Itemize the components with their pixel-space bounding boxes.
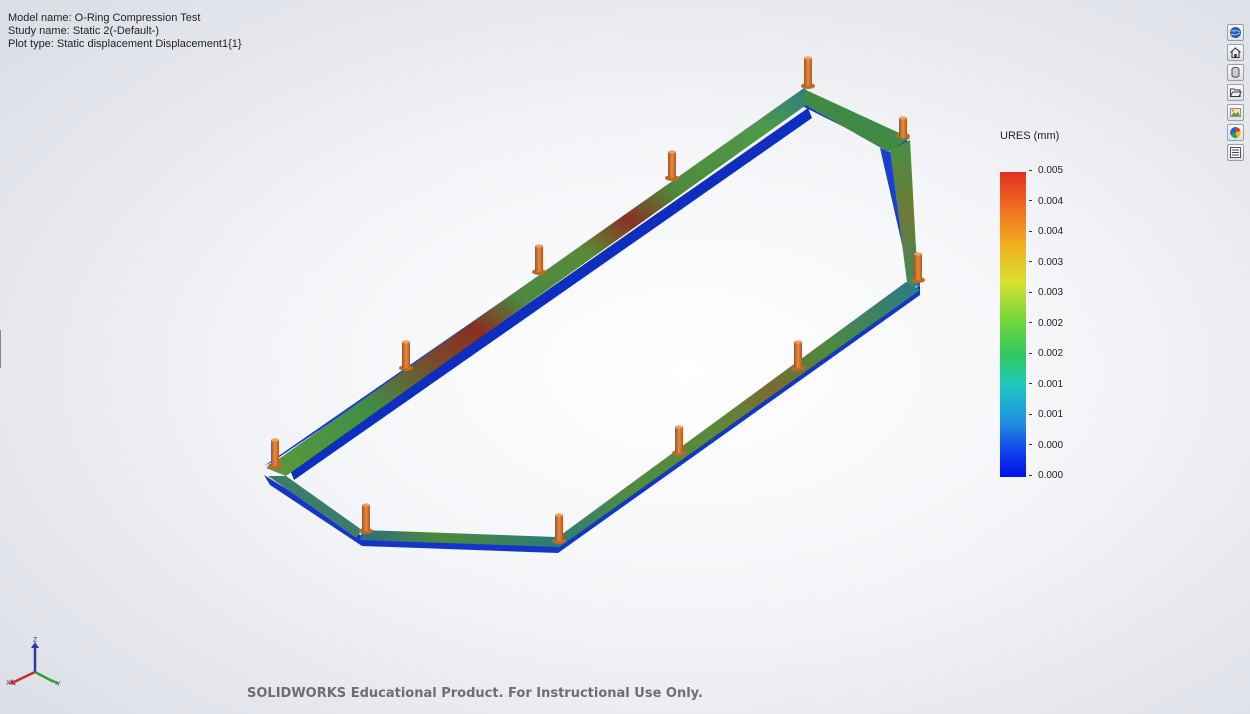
pin — [896, 116, 910, 139]
pin — [359, 503, 373, 534]
educational-watermark: SOLIDWORKS Educational Product. For Inst… — [247, 686, 703, 701]
legend-label: 0.003 — [1029, 287, 1063, 298]
fastener-pins — [268, 56, 925, 544]
legend-label: 0.004 — [1029, 226, 1063, 237]
legend-label: 0.001 — [1029, 409, 1063, 420]
task-pane-toolbar — [1227, 24, 1245, 161]
x-axis-label: X — [6, 680, 11, 687]
legend-label: 0.000 — [1029, 470, 1063, 481]
custom-properties-button[interactable] — [1227, 144, 1244, 161]
legend-title: URES (mm) — [1000, 130, 1060, 142]
file-explorer-button[interactable] — [1227, 84, 1244, 101]
study-name-text: Study name: Static 2(-Default-) — [8, 25, 160, 37]
plot-type-text: Plot type: Static displacement Displacem… — [8, 38, 242, 50]
color-wheel-icon — [1230, 127, 1241, 138]
legend-label: 0.001 — [1029, 379, 1063, 390]
pin — [399, 340, 413, 371]
pin — [672, 425, 686, 456]
pin — [552, 513, 566, 544]
open-folder-icon — [1229, 88, 1242, 97]
pin — [268, 438, 282, 469]
y-axis-line — [34, 670, 55, 684]
legend-label: 0.004 — [1029, 196, 1063, 207]
legend-label: 0.005 — [1029, 165, 1063, 176]
appearances-button[interactable] — [1227, 124, 1244, 141]
view-palette-button[interactable] — [1227, 104, 1244, 121]
resources-button[interactable] — [1227, 24, 1244, 41]
y-axis-label: Y — [56, 681, 61, 688]
legend-labels: 0.005 0.004 0.004 0.003 0.003 0.002 0.00… — [1029, 165, 1089, 485]
pin — [911, 252, 925, 283]
image-icon — [1230, 108, 1241, 117]
list-icon — [1230, 147, 1241, 158]
home-icon — [1230, 47, 1241, 59]
cylinder-icon — [1231, 67, 1240, 78]
pin — [532, 244, 546, 275]
model-name-text: Model name: O-Ring Compression Test — [8, 12, 201, 24]
design-library-button[interactable] — [1227, 64, 1244, 81]
home-button[interactable] — [1227, 44, 1244, 61]
reference-triad: Z X Y — [6, 637, 61, 688]
globe-icon — [1230, 27, 1241, 38]
pin — [791, 340, 805, 371]
frame-top-faces — [266, 88, 920, 548]
x-axis-line — [13, 670, 36, 684]
ures-legend[interactable]: URES (mm) 0.005 0.004 0.004 0.003 0.003 … — [985, 128, 1095, 488]
viewport-edge-marker — [0, 330, 1, 368]
study-info: Model name: O-Ring Compression Test Stud… — [8, 12, 242, 51]
legend-label: 0.002 — [1029, 318, 1063, 329]
pin — [801, 56, 815, 89]
z-axis-label: Z — [33, 637, 38, 644]
legend-label: 0.002 — [1029, 348, 1063, 359]
legend-label: 0.000 — [1029, 440, 1063, 451]
frame-side-walls — [264, 92, 920, 553]
pin — [665, 150, 679, 181]
legend-color-bar — [1000, 172, 1026, 477]
legend-label: 0.003 — [1029, 257, 1063, 268]
